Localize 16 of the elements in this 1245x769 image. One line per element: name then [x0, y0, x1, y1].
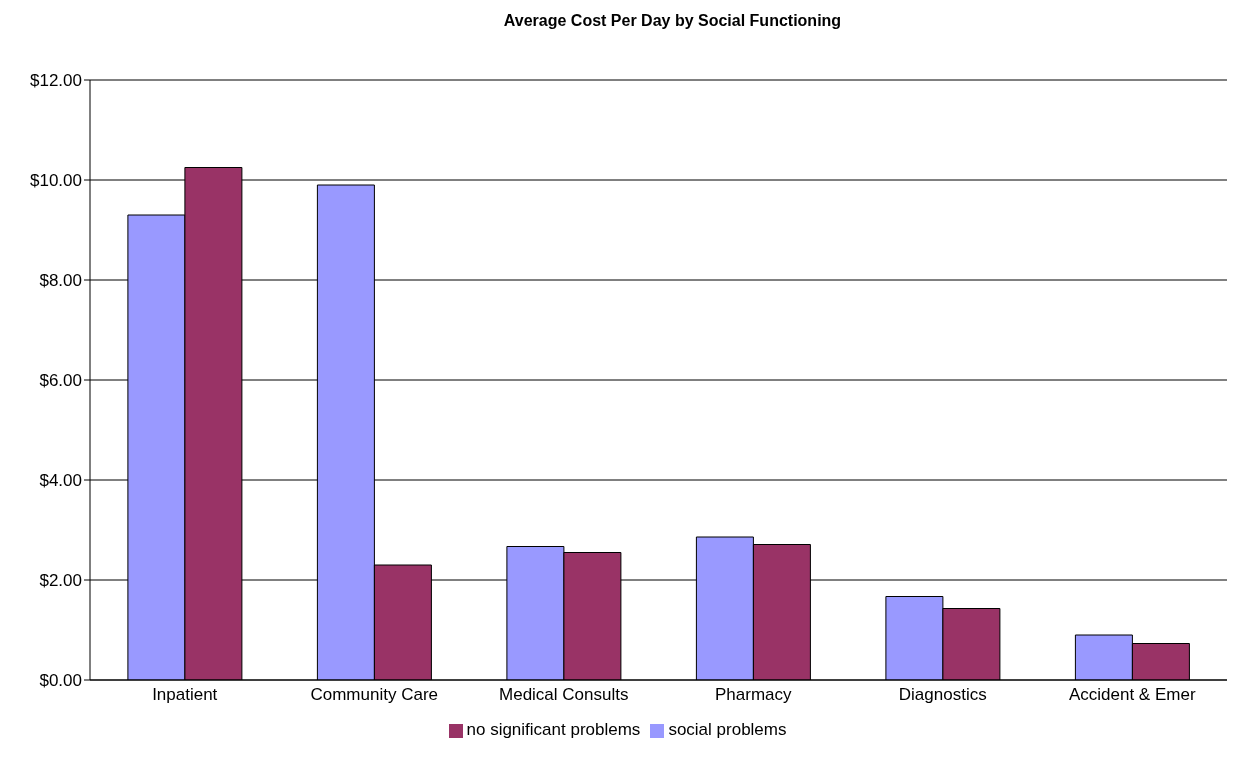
x-tick-label: Medical Consults [499, 685, 629, 705]
y-tick-label: $12.00 [30, 71, 82, 91]
x-tick-label: Diagnostics [898, 685, 987, 705]
x-tick-label: Community Care [310, 685, 439, 705]
y-tick-label: $2.00 [39, 571, 82, 591]
legend-label: no significant problems [466, 720, 641, 739]
y-tick-label: $4.00 [39, 471, 82, 491]
y-tick-label: $10.00 [30, 171, 82, 191]
legend-label: social problems [668, 720, 787, 739]
y-tick-label: $6.00 [39, 371, 82, 391]
y-tick-label: $8.00 [39, 271, 82, 291]
x-tick-label: Accident & Emer [1068, 685, 1196, 705]
x-tick-label: Pharmacy [714, 685, 793, 705]
x-tick-label: Inpatient [152, 685, 218, 705]
chart-title: Average Cost Per Day by Social Functioning [502, 12, 843, 30]
y-tick-label: $0.00 [39, 671, 82, 691]
